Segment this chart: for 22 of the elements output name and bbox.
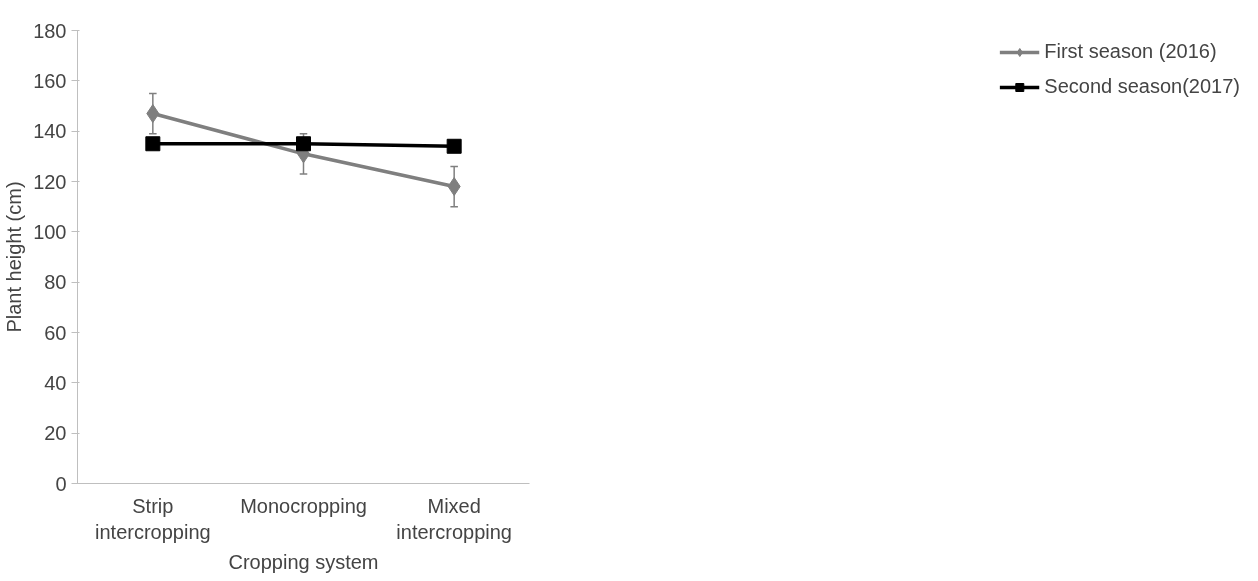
x-tick-label: Mixed intercropping [396, 494, 512, 543]
x-tick-label: Monocropping [240, 494, 367, 517]
point [296, 136, 311, 152]
x-axis-title: Cropping system [228, 550, 379, 573]
point [146, 104, 160, 124]
point [447, 177, 461, 197]
y-tick-label: 140 [33, 120, 67, 143]
legend-label: First season (2016) [1044, 40, 1217, 63]
point [446, 138, 462, 154]
y-tick-label: 20 [44, 422, 67, 445]
y-axis-title: Plant height (cm) [3, 181, 26, 333]
y-tick-label: 100 [33, 220, 67, 243]
point [145, 136, 161, 152]
y-tick-label: 120 [33, 170, 67, 193]
y-tick-label: 180 [33, 19, 67, 42]
y-tick-label: 60 [44, 321, 67, 344]
y-tick-label: 40 [44, 371, 67, 394]
y-tick-label: 80 [44, 271, 67, 294]
y-tick-label: 160 [33, 69, 67, 92]
y-tick-label: 0 [55, 472, 67, 495]
legend-label: Second season(2017) [1044, 75, 1240, 98]
x-tick-label: Strip intercropping [95, 494, 211, 543]
